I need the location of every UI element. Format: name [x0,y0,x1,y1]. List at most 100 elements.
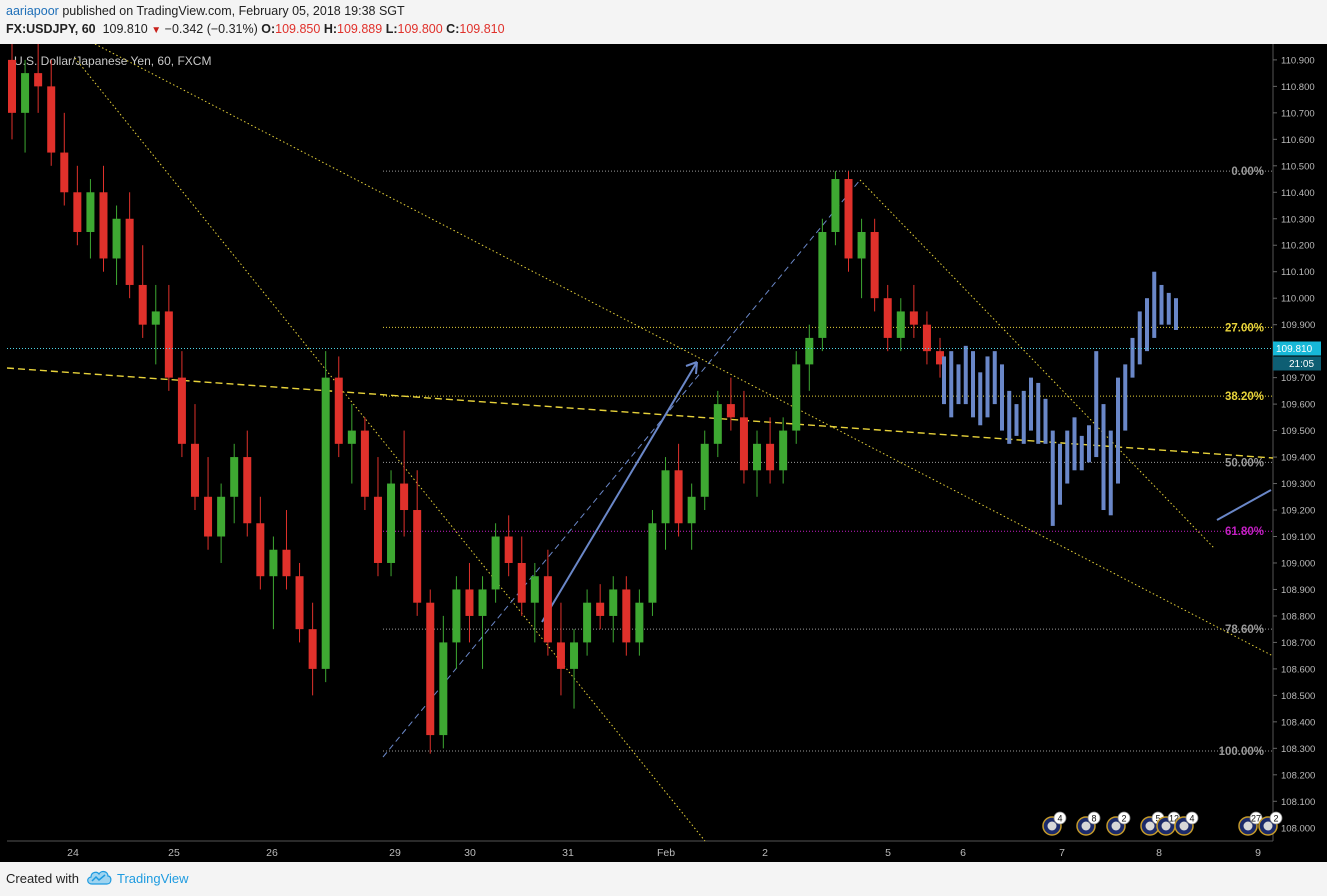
close-label: C: [446,22,460,36]
candle [766,417,775,484]
fib-level-label: 38.20% [1225,391,1264,403]
candle [570,629,579,709]
countdown-box [1273,356,1321,371]
projection-bar [1130,337,1135,378]
candle [583,589,592,656]
price-tick-label: 109.500 [1281,426,1315,437]
projection-bar [1152,271,1157,338]
projection-bar [1072,417,1077,471]
time-axis[interactable]: 24 25 26 29 30 31 Feb 2 5 6 7 8 9 [67,847,1261,859]
price-tick-label: 108.200 [1281,770,1315,781]
projection-bar [992,351,997,405]
candle [373,457,382,577]
price-tick-label: 108.000 [1281,823,1315,834]
candle [151,284,160,365]
candle [805,324,814,391]
candle [870,218,879,312]
candle [204,457,213,550]
low-label: L: [385,22,398,36]
trendline-right-descending [859,179,1216,550]
close-value: 109.810 [459,22,505,36]
price-tick-label: 108.700 [1281,638,1315,649]
candle [936,337,944,378]
price-tick-label: 108.900 [1281,585,1315,596]
candle [517,536,526,616]
candles-group [8,44,944,754]
low-value: 109.800 [397,22,443,36]
price-tick-label: 110.800 [1281,82,1315,93]
projection-bar [1166,292,1171,325]
down-triangle-icon: ▼ [151,25,162,36]
candle [635,589,644,656]
projection-bar [1050,430,1055,526]
candle [609,576,618,643]
candle [347,404,356,484]
price-chart[interactable]: U.S. Dollar/Japanese Yen, 60, FXCM 0.00%… [0,44,1327,862]
projection-bar [1000,364,1004,431]
candle [387,470,396,577]
event-flag-count: 12 [1169,814,1179,824]
candle [60,112,69,206]
candle [426,589,435,754]
event-flag-icon[interactable]: 4 [1174,811,1199,836]
price-tick-label: 110.200 [1281,241,1315,252]
projection-bar [1036,382,1041,444]
projection-bar [1123,364,1128,431]
candle [857,218,866,299]
candle [726,377,735,431]
symbol-label: FX:USDJPY, 60 [6,22,96,36]
projection-bar [1159,284,1164,325]
price-tick-label: 109.600 [1281,400,1315,411]
candle [34,44,43,113]
candle [282,510,291,590]
projection-bar [1108,430,1113,516]
event-flag-icon[interactable]: 8 [1076,811,1101,836]
candle [308,602,317,696]
candle [256,496,265,590]
price-tick-label: 108.100 [1281,797,1315,808]
event-flag-icon[interactable]: 2 [1106,811,1131,836]
fib-level-label: 100.00% [1219,746,1264,758]
trendlines [6,44,1274,842]
fib-level-label: 27.00% [1225,322,1264,334]
price-change: −0.342 (−0.31%) [164,22,258,36]
projection-bar [942,356,946,405]
candle [400,430,409,537]
event-flag-icon[interactable]: 12 [1156,811,1181,836]
price-tick-label: 110.100 [1281,267,1315,278]
time-tick-label: 5 [885,847,891,859]
projection-bar [1116,377,1120,484]
price-label-box: 109.810 21:05 [1273,341,1321,371]
projection-bar [1101,404,1106,511]
time-tick-label: 9 [1255,847,1261,859]
high-value: 109.889 [337,22,383,36]
candle [883,284,892,352]
header-bar: aariapoor published on TradingView.com, … [0,0,1327,44]
candle [909,284,918,338]
candle [164,284,173,391]
price-axis[interactable]: 110.900 110.800 110.700 110.600 110.500 110.4… [1273,55,1315,834]
tradingview-link[interactable]: TradingView [117,871,189,886]
candle [295,562,304,643]
projection-bar [1021,390,1026,444]
price-tick-label: 109.700 [1281,373,1315,384]
candle [739,390,748,484]
candle [73,165,82,246]
projection-bar [963,345,968,405]
published-text: published on TradingView.com, February 0… [62,4,405,18]
fib-level-label: 78.60% [1225,624,1264,636]
candle [138,245,147,338]
candle [896,298,905,352]
event-flag-count: 27 [1251,814,1261,824]
price-tick-label: 110.000 [1281,294,1315,305]
price-tick-label: 110.900 [1281,55,1315,66]
time-tick-label: 30 [464,847,476,859]
event-flag-icon[interactable]: 27 [1238,811,1263,836]
event-flag-icon[interactable]: 2 [1258,811,1283,836]
author-link[interactable]: aariapoor [6,4,59,18]
candle [543,549,552,656]
candle [792,351,801,444]
event-flag-icon[interactable]: 4 [1042,811,1067,836]
candle [321,351,330,683]
last-price: 109.810 [102,22,148,36]
